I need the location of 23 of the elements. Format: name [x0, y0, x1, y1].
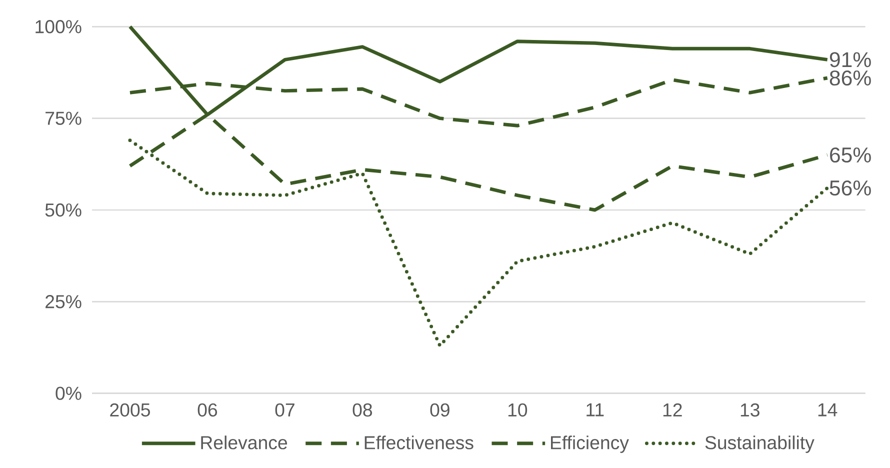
legend-label: Effectiveness: [364, 436, 474, 450]
data-label: 91%: [830, 52, 871, 68]
y-tick-label: 100%: [36, 20, 82, 34]
x-tick-label: 12: [663, 403, 682, 416]
data-label: 56%: [830, 180, 871, 196]
x-tick-label: 11: [586, 403, 604, 416]
x-tick-label: 08: [352, 403, 372, 417]
y-tick-label: 50%: [45, 203, 82, 217]
data-label: 65%: [830, 147, 871, 163]
x-tick-label: 13: [740, 403, 760, 417]
x-tick-label: 06: [198, 403, 218, 417]
x-tick-label: 07: [275, 403, 294, 417]
x-tick-label: 09: [430, 403, 450, 417]
y-tick-label: 0%: [56, 386, 82, 400]
legend-label: Efficiency: [550, 436, 629, 453]
y-tick-label: 25%: [46, 295, 82, 308]
x-tick-label: 10: [508, 403, 528, 417]
legend-label: Sustainability: [705, 436, 814, 453]
y-tick-label: 75%: [46, 112, 82, 125]
x-tick-label: 2005: [110, 403, 150, 417]
x-tick-label: 14: [818, 403, 838, 416]
legend-label: Relevance: [201, 436, 288, 450]
data-label: 86%: [830, 70, 871, 86]
